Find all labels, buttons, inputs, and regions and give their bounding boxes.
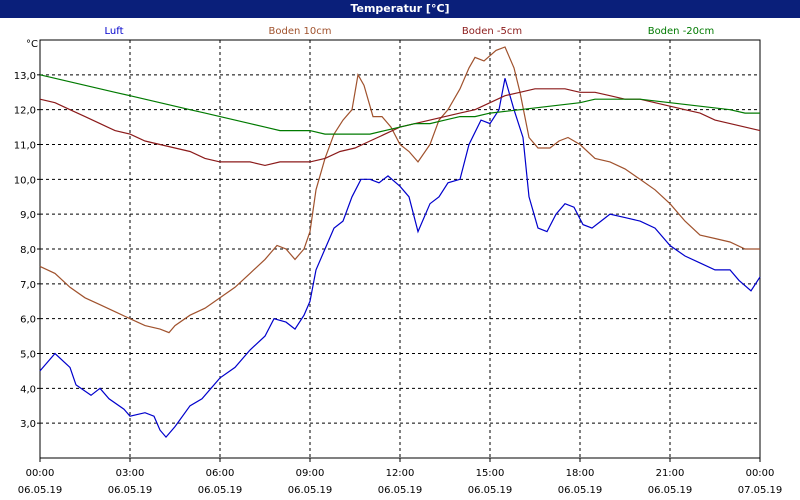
y-tick-label: 6,0 [20,315,36,326]
x-axis-ticks: 00:00 06.05.19 03:00 06.05.19 06:00 06.05.19 0… [18,458,783,496]
x-tick-time-label: 15:00 [476,468,505,479]
y-tick-label: 4,0 [20,384,36,395]
y-tick-label: 13,0 [14,71,36,82]
legend: Luft Boden 10cm Boden -5cm Boden -20cm [105,26,715,37]
y-tick-label: 10,0 [14,175,36,186]
series-lines [39,46,761,439]
x-tick-date-label: 06.05.19 [468,485,513,496]
x-tick-time-label: 00:00 [26,468,55,479]
chart-title-bar: Temperatur [°C] [0,0,800,18]
x-tick-date-label: 06.05.19 [198,485,243,496]
series-line-boden-20cm [39,74,760,135]
legend-entry: Luft [105,26,124,37]
x-tick-time-label: 09:00 [296,468,325,479]
series-line-luft [39,78,761,439]
series-line-boden-10cm [39,46,760,334]
temperature-chart: °C 3,0 4,0 5,0 6,0 7,0 8,0 9,0 10,0 11,0 12,0 13,0… [14,26,783,496]
y-tick-label: 3,0 [20,419,36,430]
y-tick-label: 12,0 [14,106,36,117]
x-tick-date-label: 06.05.19 [558,485,603,496]
legend-entry: Boden -20cm [648,26,715,37]
y-axis-unit-label: °C [26,39,38,50]
x-tick-time-label: 18:00 [566,468,595,479]
x-tick-time-label: 12:00 [386,468,415,479]
x-tick-time-label: 21:00 [656,468,685,479]
x-tick-date-label: 06.05.19 [18,485,63,496]
y-tick-label: 5,0 [20,350,36,361]
x-tick-time-label: 06:00 [206,468,235,479]
y-tick-label: 9,0 [20,210,36,221]
y-tick-label: 11,0 [14,141,36,152]
x-tick-date-label: 07.05.19 [738,485,783,496]
x-tick-time-label: 00:00 [746,468,775,479]
x-tick-time-label: 03:00 [116,468,145,479]
grid-lines [40,40,760,458]
x-tick-date-label: 06.05.19 [648,485,693,496]
x-tick-date-label: 06.05.19 [378,485,423,496]
chart-title: Temperatur [°C] [350,2,450,15]
y-tick-label: 8,0 [20,245,36,256]
legend-entry: Boden 10cm [269,26,332,37]
y-axis-ticks: 3,0 4,0 5,0 6,0 7,0 8,0 9,0 10,0 11,0 12,0 13,0 [14,71,40,430]
y-tick-label: 7,0 [20,280,36,291]
x-tick-date-label: 06.05.19 [108,485,153,496]
x-tick-date-label: 06.05.19 [288,485,333,496]
legend-entry: Boden -5cm [462,26,522,37]
